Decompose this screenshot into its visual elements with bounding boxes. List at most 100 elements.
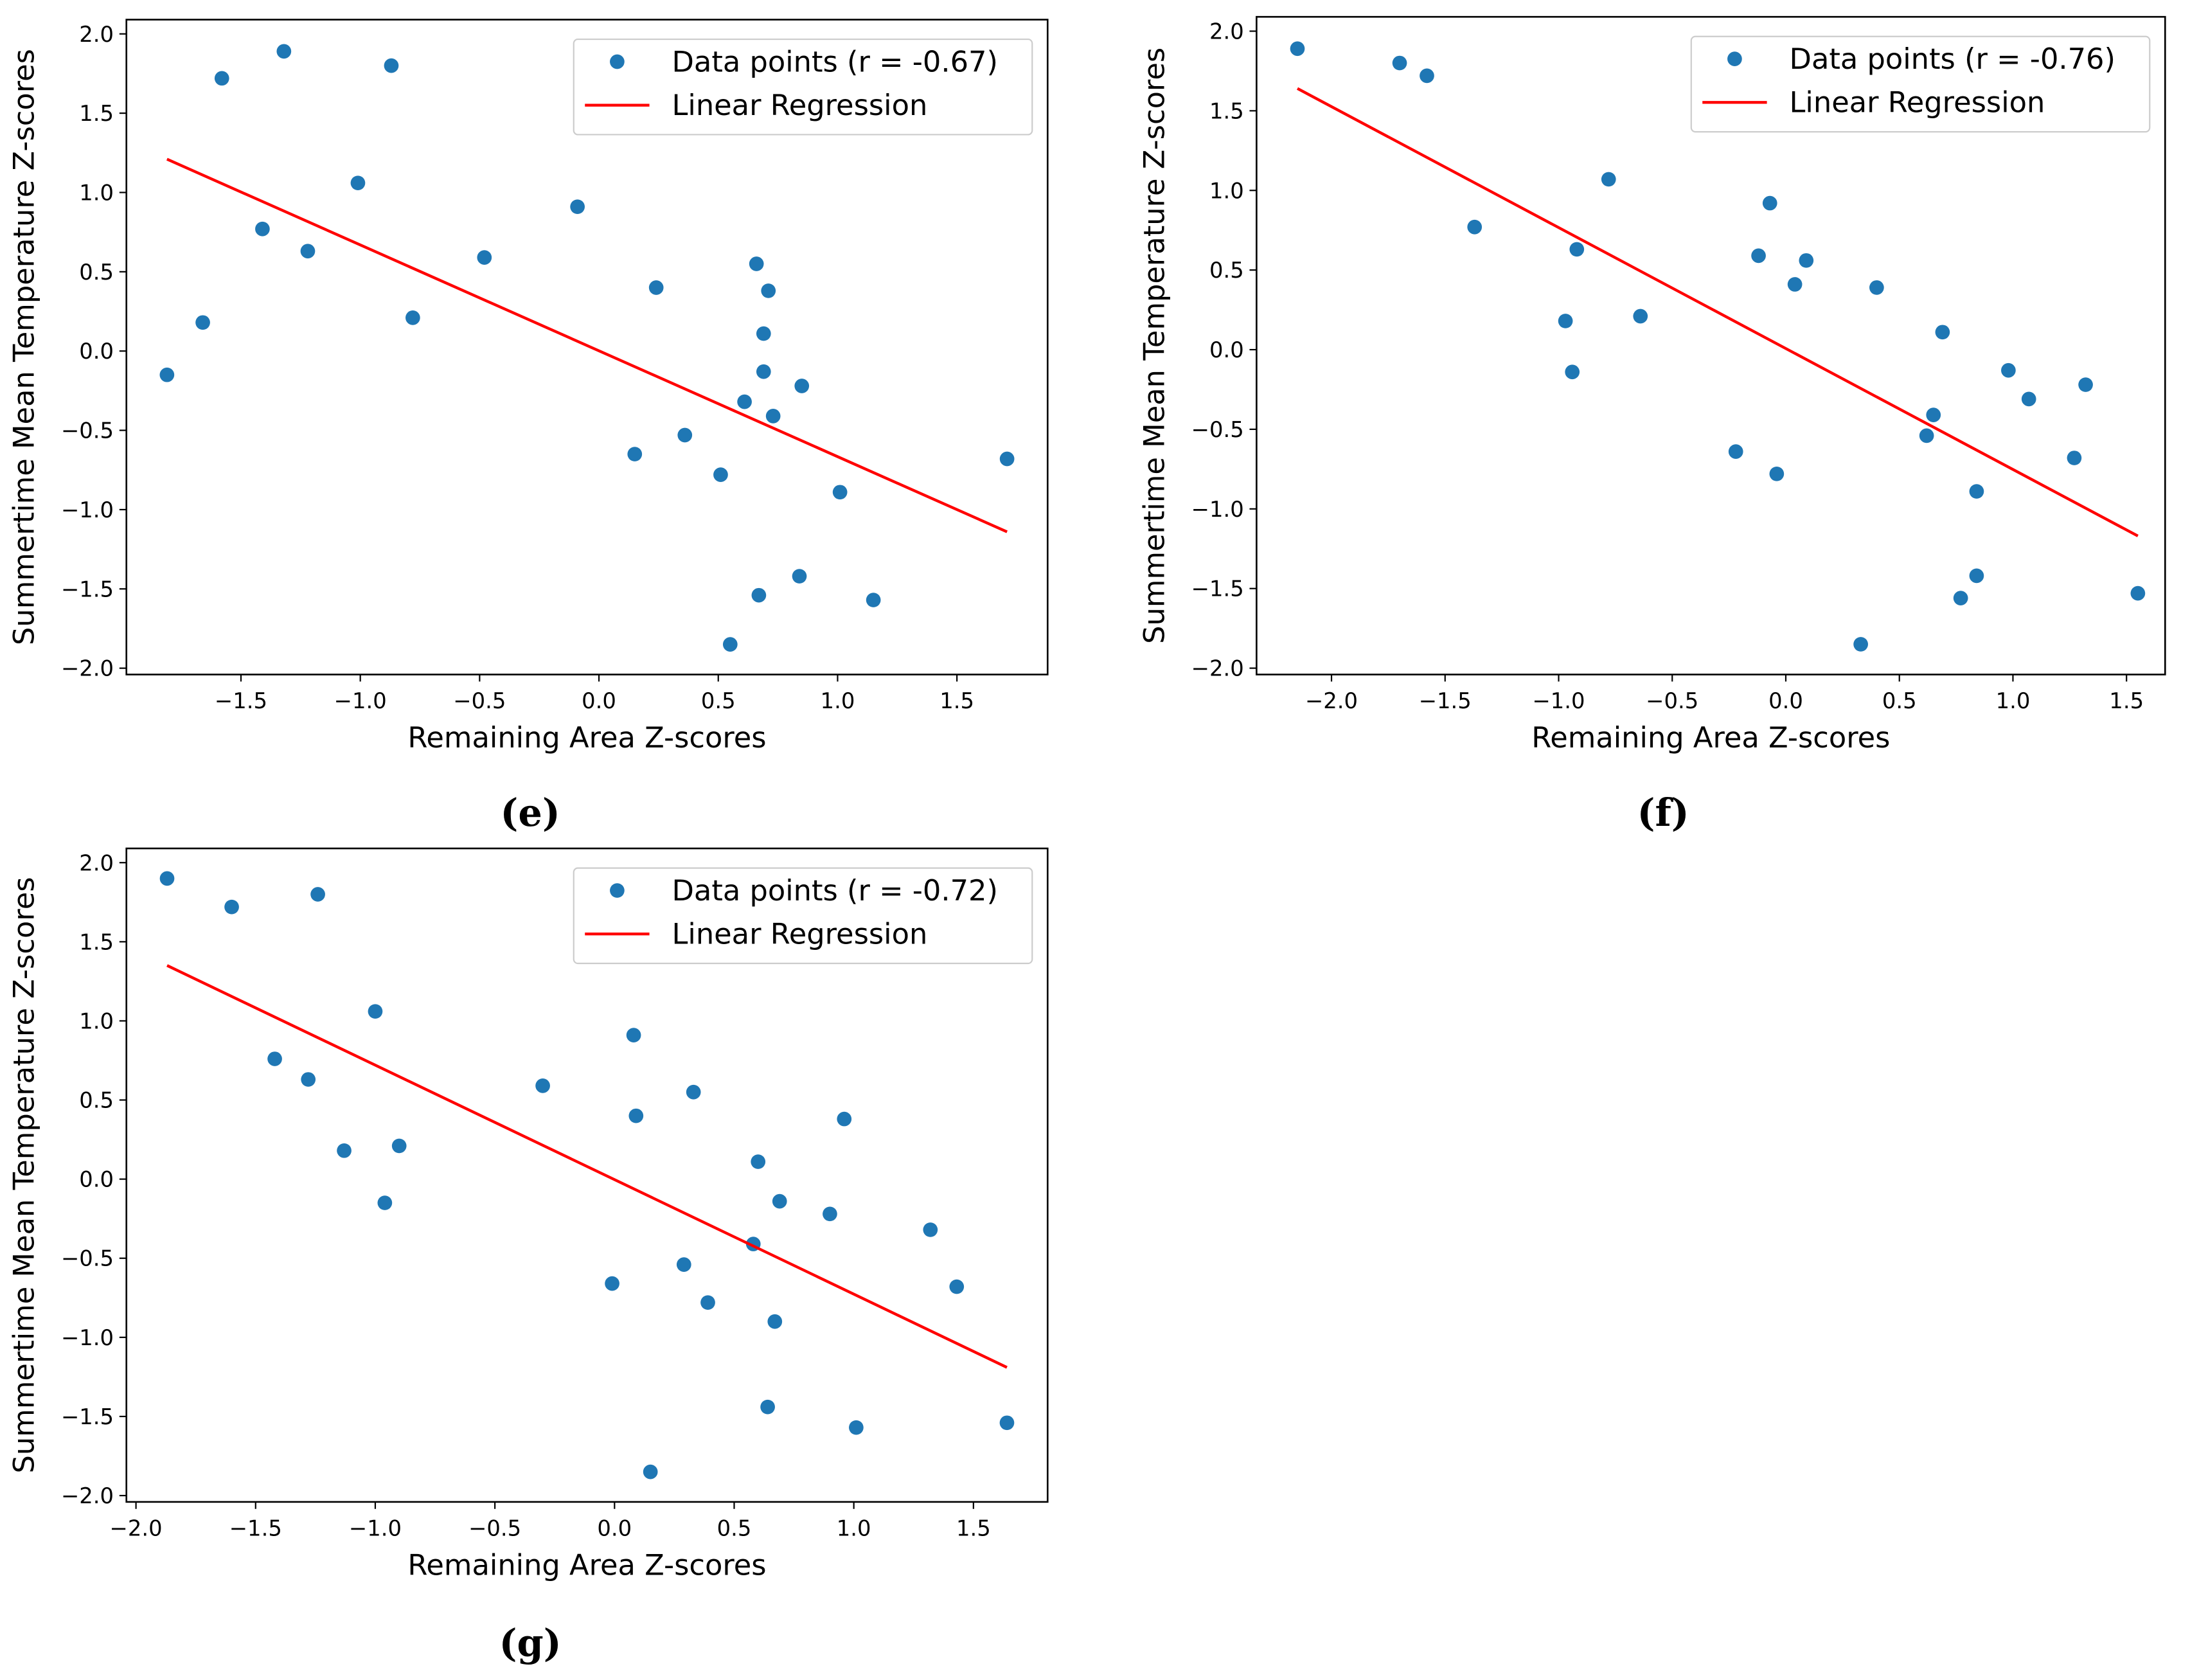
y-axis-label: Summertime Mean Temperature Z-scores (7, 877, 41, 1473)
y-tick-label: 1.0 (79, 1008, 114, 1033)
legend-line-label: Linear Regression (1790, 85, 2045, 120)
x-tick-label: −1.0 (334, 688, 387, 713)
data-point (2078, 377, 2093, 392)
x-tick-label: −2.0 (1305, 688, 1358, 713)
data-point (751, 587, 767, 603)
data-point (535, 1078, 550, 1093)
legend-line-label: Linear Regression (672, 916, 927, 951)
legend: Data points (r = -0.67) Linear Regression (573, 39, 1033, 136)
x-tick-label: −0.5 (453, 688, 506, 713)
data-point (368, 1004, 383, 1019)
chart-panel-e: −1.5 −1.0 −0.5 0.0 0.5 1.0 1.5 −2.0 −1.5 −1.0 −0.5… (7, 19, 1049, 835)
y-tick-label: −1.5 (61, 576, 114, 602)
y-tick-label: 0.5 (79, 260, 114, 285)
y-tick-label: −0.5 (1191, 417, 1244, 442)
y-axis-label: Summertime Mean Temperature Z-scores (7, 49, 41, 645)
data-point (628, 1108, 644, 1123)
data-point (676, 1257, 691, 1272)
y-tick-label: −0.5 (61, 418, 114, 443)
data-point (767, 1314, 783, 1329)
data-point (605, 1276, 619, 1291)
data-point (1751, 248, 1766, 264)
data-point (737, 394, 752, 409)
x-tick-label: 0.5 (717, 1515, 752, 1541)
plot-frame (125, 19, 1049, 675)
y-tick-label: 0.5 (1209, 258, 1244, 283)
y-tick-label: −1.0 (61, 497, 114, 523)
x-tick-label: −1.0 (349, 1515, 402, 1541)
y-axis-label: Summertime Mean Temperature Z-scores (1137, 48, 1171, 644)
data-point (267, 1051, 282, 1066)
legend-box (573, 867, 1033, 965)
data-point (1769, 466, 1785, 481)
data-point (686, 1084, 701, 1100)
data-point (1919, 428, 1934, 443)
data-point (255, 221, 270, 237)
data-point (756, 364, 771, 379)
data-point (310, 887, 325, 902)
data-point (405, 310, 420, 325)
legend-line-label: Linear Regression (672, 88, 927, 122)
y-tick-label: −2.0 (61, 1483, 114, 1508)
y-tick-label: 1.5 (1209, 98, 1244, 123)
data-point (2130, 585, 2146, 601)
x-tick-label: 0.0 (597, 1515, 632, 1541)
data-point (377, 1195, 393, 1210)
y-tick-label: −1.0 (61, 1325, 114, 1350)
data-point (700, 1295, 715, 1310)
data-point (214, 71, 229, 86)
x-tick-label: −1.0 (1532, 688, 1585, 713)
data-point (224, 899, 239, 915)
data-point (760, 1399, 775, 1415)
data-point (1762, 195, 1777, 211)
data-point (300, 244, 316, 259)
data-point (648, 280, 664, 295)
x-tick-label: −1.5 (229, 1515, 282, 1541)
x-axis-label: Remaining Area Z-scores (1531, 720, 1890, 755)
data-point (477, 250, 492, 265)
chart-panel-g: −2.0 −1.5 −1.0 −0.5 0.0 0.5 1.0 1.5 −2.0 −1.5 −1.0… (7, 847, 1049, 1665)
y-tick-label: −1.5 (1191, 576, 1244, 602)
regression-line (166, 157, 1008, 533)
data-point (1467, 219, 1482, 235)
x-tick-label: 0.5 (1882, 688, 1917, 713)
data-point (195, 315, 210, 330)
data-point (570, 199, 585, 215)
y-tick-label: −2.0 (1191, 656, 1244, 681)
regression-line (1296, 87, 2139, 537)
data-point (2001, 362, 2016, 378)
data-point (761, 283, 776, 298)
y-tick-label: −1.5 (61, 1404, 114, 1429)
y-tick-label: 1.0 (1209, 178, 1244, 203)
data-point (1969, 484, 1984, 499)
y-tick-label: −1.0 (1191, 497, 1244, 522)
x-tick-label: −0.5 (1646, 688, 1698, 713)
legend-box (1690, 35, 2151, 133)
data-point (722, 637, 738, 652)
y-tick-label: 2.0 (79, 22, 114, 47)
y-tick-label: 0.0 (1209, 337, 1244, 362)
x-axis-label: Remaining Area Z-scores (407, 1548, 766, 1582)
data-point (2067, 451, 2082, 465)
data-point (999, 451, 1015, 467)
y-tick-label: −2.0 (61, 656, 114, 681)
y-tick-label: 2.0 (1209, 19, 1244, 44)
legend-points-label: Data points (r = -0.72) (672, 873, 997, 907)
data-point (2021, 391, 2036, 407)
legend: Data points (r = -0.72) Linear Regression (573, 867, 1033, 965)
data-point (1633, 308, 1648, 324)
data-point (350, 175, 366, 191)
y-tick-label: −0.5 (61, 1246, 114, 1271)
legend-point-marker (610, 54, 625, 69)
data-point (627, 447, 643, 461)
data-point (159, 871, 175, 886)
data-point (1799, 253, 1814, 268)
chart-panel-f: −2.0 −1.5 −1.0 −0.5 0.0 0.5 1.0 1.5 −2.0 −1.5 −1.0… (1137, 15, 2166, 835)
x-tick-label: 1.0 (1996, 688, 2031, 713)
legend-point-marker (1727, 51, 1742, 66)
y-tick-label: 0.0 (79, 1167, 114, 1192)
y-tick-label: 1.5 (79, 101, 114, 126)
y-tick-label: 1.5 (79, 929, 114, 954)
data-point (949, 1279, 965, 1294)
